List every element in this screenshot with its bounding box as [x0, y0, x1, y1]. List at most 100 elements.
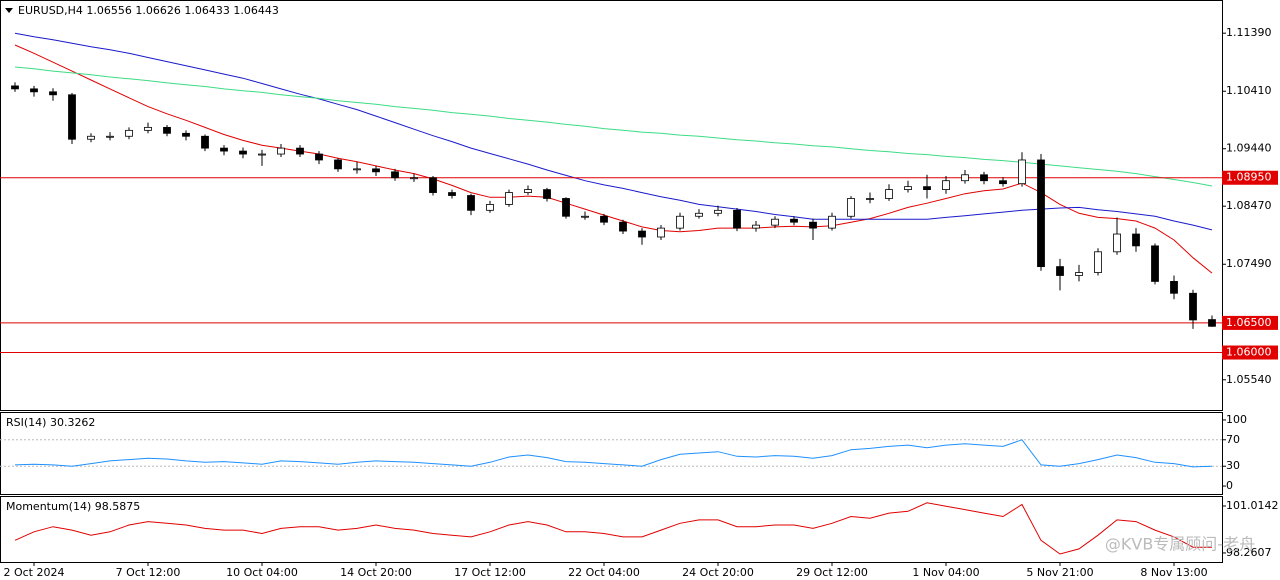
x-tick-label: 22 Oct 04:00 [568, 566, 640, 579]
candle-body [1037, 159, 1045, 268]
candle-body [676, 215, 684, 229]
line [14, 66, 1213, 187]
candle-body [714, 209, 722, 214]
candle-body [790, 218, 798, 223]
candle-body [600, 215, 608, 223]
panel-title: Momentum(14) 98.5875 [6, 500, 140, 513]
level-label: 1.06000 [1226, 346, 1272, 359]
candle-body [885, 189, 893, 199]
candle-body [923, 186, 931, 190]
candle-body [68, 94, 76, 140]
panel-title: RSI(14) 30.3262 [6, 416, 95, 429]
candle-body [372, 168, 380, 173]
candle-body [961, 174, 969, 182]
line [14, 502, 1212, 555]
candle-body [182, 132, 190, 137]
x-tick-label: 8 Nov 13:00 [1140, 566, 1207, 579]
y-tick-label: 1.10410 [1226, 84, 1272, 97]
candle-body [49, 91, 57, 96]
candle-body [1170, 281, 1178, 294]
candle-body [1151, 245, 1159, 282]
candle-body [695, 212, 703, 217]
candle-body [1132, 233, 1140, 247]
level-label-box [1222, 170, 1278, 185]
candle-body [87, 135, 95, 140]
panel-frame [0, 412, 1223, 495]
candle-body [258, 153, 266, 156]
candle-body [144, 126, 152, 131]
candle-body [942, 180, 950, 190]
candle-body [866, 198, 874, 200]
candle-body [752, 224, 760, 229]
candle-body [543, 189, 551, 199]
x-tick-label: 2 Oct 2024 [3, 566, 64, 579]
title-arrow [5, 8, 13, 13]
line [14, 439, 1213, 468]
y-tick-label: 1.05540 [1226, 373, 1272, 386]
candle-body [581, 215, 589, 218]
y-tick-label: 1.07490 [1226, 257, 1272, 270]
candle-body [505, 192, 513, 205]
candle-body [220, 147, 228, 152]
candle-body [448, 192, 456, 196]
candle-body [239, 150, 247, 155]
level-label-box [1222, 345, 1278, 360]
line [14, 44, 1213, 274]
candle-body [391, 171, 399, 179]
x-tick-label: 14 Oct 20:00 [340, 566, 412, 579]
y-tick-label: 100 [1226, 413, 1247, 426]
watermark: @KVB专属顾问-老舟 [1105, 535, 1255, 554]
panel-frame [0, 0, 1223, 411]
candle-body [163, 126, 171, 134]
y-tick-label: 30 [1226, 459, 1240, 472]
x-tick-label: 7 Oct 12:00 [116, 566, 181, 579]
candle-body [410, 177, 418, 180]
candle-body [277, 147, 285, 155]
level-label: 1.06500 [1226, 316, 1272, 329]
candle-body [1075, 272, 1083, 276]
y-tick-label: 1.11390 [1226, 26, 1272, 39]
candle-body [106, 135, 114, 138]
candle-body [828, 215, 836, 229]
candle-body [1113, 233, 1121, 253]
candle-body [1208, 319, 1216, 327]
x-tick-label: 24 Oct 20:00 [682, 566, 754, 579]
panel-title: EURUSD,H4 1.06556 1.06626 1.06433 1.0644… [18, 4, 279, 17]
candle-body [1094, 251, 1102, 273]
y-tick-label: 101.0142 [1226, 499, 1279, 512]
candle-body [11, 85, 19, 90]
candle-body [980, 174, 988, 182]
candle-body [847, 198, 855, 217]
candle-body [638, 230, 646, 238]
y-tick-label: 98.2607 [1226, 546, 1272, 559]
candle-body [904, 186, 912, 190]
panel-frame [0, 496, 1223, 563]
level-label: 1.08950 [1226, 171, 1272, 184]
candle-body [1189, 292, 1197, 321]
candle-body [429, 177, 437, 193]
candle-body [296, 147, 304, 155]
candle-body [1018, 159, 1026, 185]
candle-body [30, 88, 38, 93]
candle-body [619, 221, 627, 232]
y-tick-label: 1.08470 [1226, 199, 1272, 212]
x-tick-label: 1 Nov 04:00 [912, 566, 979, 579]
x-tick-label: 10 Oct 04:00 [226, 566, 298, 579]
candle-body [334, 159, 342, 170]
candle-body [201, 135, 209, 149]
level-label-box [1222, 315, 1278, 330]
candle-body [1056, 266, 1064, 276]
x-tick-label: 5 Nov 21:00 [1026, 566, 1093, 579]
line [14, 32, 1213, 231]
candle-body [486, 204, 494, 211]
candle-body [999, 180, 1007, 185]
candle-body [524, 189, 532, 193]
candle-body [657, 227, 665, 238]
candle-body [562, 198, 570, 217]
candle-body [315, 153, 323, 161]
x-tick-label: 17 Oct 12:00 [454, 566, 526, 579]
y-tick-label: 1.09440 [1226, 142, 1272, 155]
